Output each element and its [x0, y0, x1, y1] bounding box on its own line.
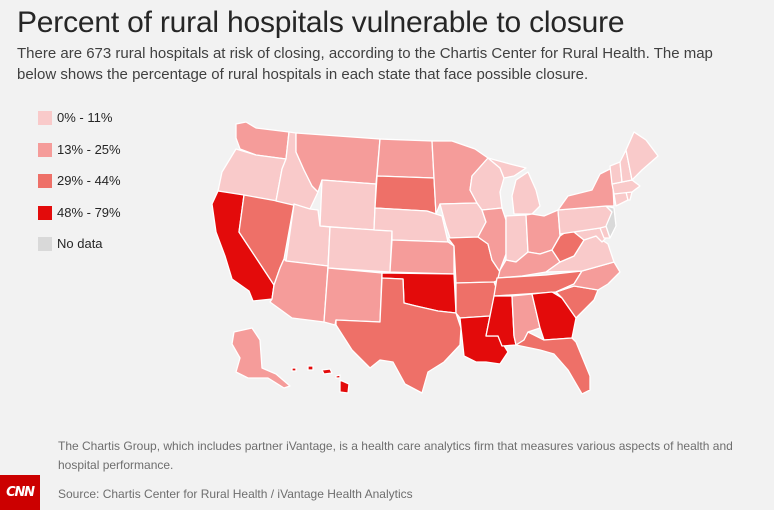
state-NY: [557, 167, 615, 211]
state-NJ: [605, 205, 617, 239]
state-HI: [291, 365, 350, 394]
legend-swatch-13-25: [38, 142, 52, 157]
states-layer: [211, 121, 659, 395]
state-ND: [376, 138, 435, 179]
state-KS: [389, 239, 455, 275]
state-GA: [531, 291, 577, 341]
state-FL: [515, 331, 591, 395]
source-note: Source: Chartis Center for Rural Health …: [58, 487, 413, 501]
legend-swatch-48-79: [38, 205, 52, 220]
state-WY: [319, 179, 377, 231]
state-TX: [335, 277, 462, 394]
legend-label-no-data: No data: [57, 236, 103, 251]
legend-label-48-79: 48% - 79%: [57, 204, 121, 220]
state-IA: [439, 202, 487, 239]
map-subtitle: There are 673 rural hospitals at risk of…: [17, 45, 713, 83]
cnn-logo: CNN: [0, 475, 40, 510]
map-title: Percent of rural hospitals vulnerable to…: [17, 6, 625, 39]
state-ME: [625, 131, 659, 181]
state-CO: [327, 226, 393, 273]
state-NM: [323, 267, 383, 326]
footnote: The Chartis Group, which includes partne…: [58, 439, 733, 472]
state-NC: [555, 261, 621, 293]
legend-swatch-29-44: [38, 174, 52, 188]
state-AZ: [269, 258, 329, 323]
legend-label-13-25: 13% - 25%: [57, 141, 121, 157]
state-MI: [487, 157, 541, 215]
state-AK: [231, 327, 291, 389]
legend-swatch-no-data: [38, 237, 52, 251]
legend-swatch-0-11: [38, 111, 52, 125]
legend-label-29-44: 29% - 44%: [57, 173, 121, 188]
legend-label-0-11: 0% - 11%: [57, 110, 113, 125]
